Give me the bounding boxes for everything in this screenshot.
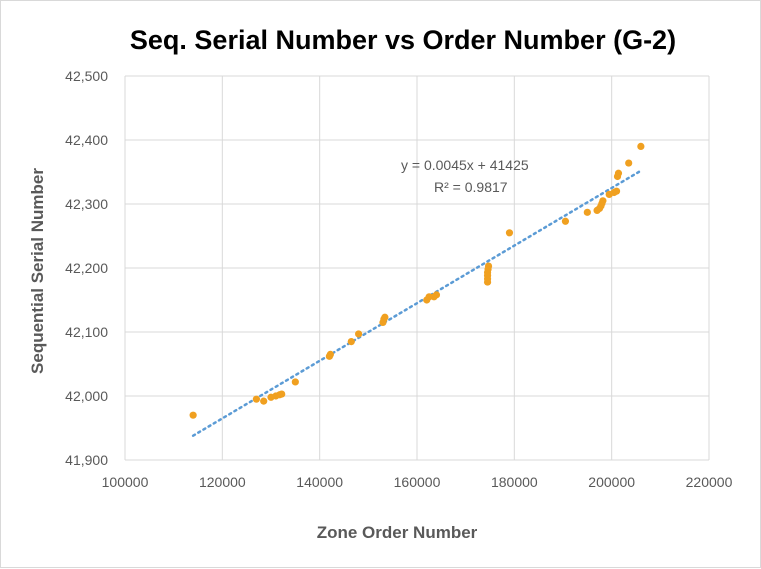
y-tick-label: 42,300 bbox=[65, 196, 108, 212]
y-tick-label: 42,100 bbox=[65, 324, 108, 340]
data-point bbox=[260, 397, 268, 405]
trendline-layer bbox=[191, 169, 643, 437]
data-point bbox=[625, 159, 633, 167]
data-point bbox=[583, 208, 591, 216]
data-point bbox=[614, 169, 623, 177]
data-points bbox=[189, 142, 645, 419]
data-point bbox=[505, 229, 514, 237]
linear-trendline bbox=[191, 169, 643, 437]
x-axis-ticks: 100000 120000 140000 160000 180000 200000 2200… bbox=[102, 474, 733, 490]
x-axis-title: Zone Order Number bbox=[317, 523, 478, 542]
y-tick-label: 42,400 bbox=[65, 132, 108, 148]
data-point bbox=[355, 330, 363, 338]
data-point bbox=[484, 262, 493, 270]
data-point bbox=[432, 291, 441, 299]
y-axis-ticks: 41,900 42,000 42,100 42,200 42,300 42,400 42,5… bbox=[65, 68, 108, 468]
x-tick-label: 120000 bbox=[199, 474, 246, 490]
trendline-equation: y = 0.0045x + 41425 bbox=[401, 157, 529, 173]
x-tick-label: 200000 bbox=[588, 474, 635, 490]
data-point bbox=[347, 338, 355, 346]
data-point bbox=[252, 395, 260, 403]
x-tick-label: 140000 bbox=[296, 474, 343, 490]
data-point bbox=[612, 187, 621, 195]
y-tick-label: 41,900 bbox=[65, 452, 108, 468]
y-tick-label: 42,500 bbox=[65, 68, 108, 84]
y-tick-label: 42,200 bbox=[65, 260, 108, 276]
y-axis-title: Sequential Serial Number bbox=[28, 168, 47, 374]
data-point bbox=[189, 411, 197, 419]
x-tick-label: 100000 bbox=[102, 474, 149, 490]
trendline-r-squared: R² = 0.9817 bbox=[434, 179, 508, 195]
chart-title: Seq. Serial Number vs Order Number (G-2) bbox=[130, 25, 676, 55]
data-point bbox=[291, 378, 299, 386]
y-tick-label: 42,000 bbox=[65, 388, 108, 404]
data-point bbox=[599, 197, 607, 205]
data-point bbox=[637, 142, 645, 150]
x-tick-label: 180000 bbox=[491, 474, 538, 490]
data-point bbox=[326, 350, 334, 358]
x-tick-label: 160000 bbox=[394, 474, 441, 490]
data-point bbox=[561, 217, 570, 225]
data-point bbox=[381, 313, 389, 321]
x-tick-label: 220000 bbox=[686, 474, 733, 490]
gridlines bbox=[124, 75, 710, 461]
data-point bbox=[278, 390, 286, 398]
